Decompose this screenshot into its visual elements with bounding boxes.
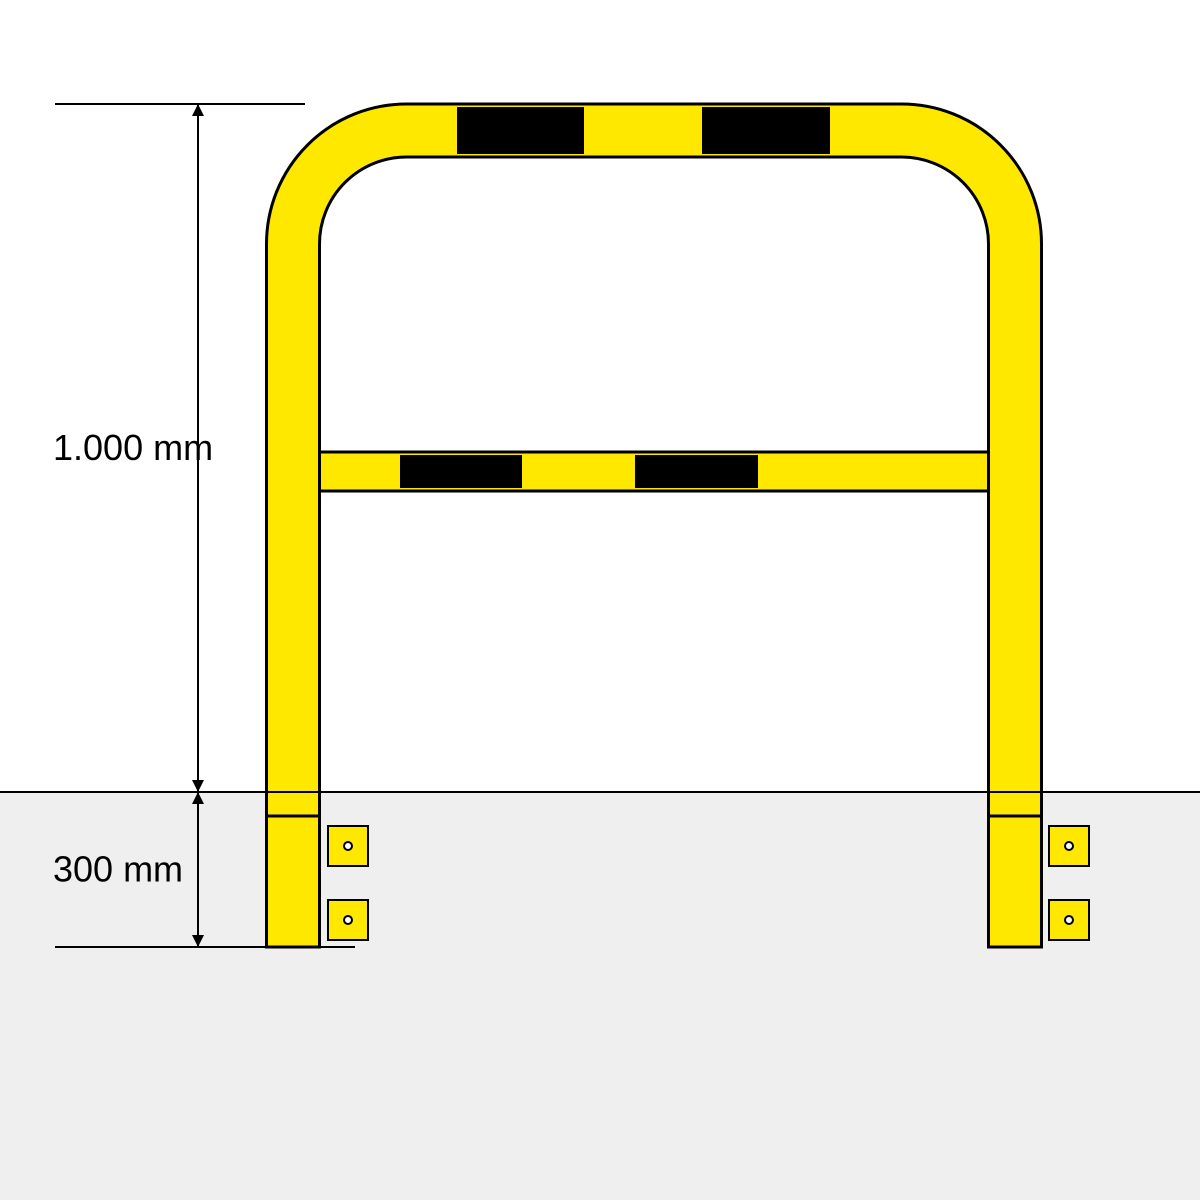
arrowhead (192, 780, 204, 792)
dim-label: 1.000 mm (53, 427, 213, 468)
bolt-hole (1065, 842, 1073, 850)
bolt-hole (344, 916, 352, 924)
bolt-hole (344, 842, 352, 850)
leg-left-front (267, 816, 320, 947)
arrowhead (192, 104, 204, 116)
stripe-top (457, 107, 584, 154)
bolt-hole (1065, 916, 1073, 924)
barrier-diagram: 1.000 mm 300 mm (0, 0, 1200, 1200)
stripe-bar (400, 455, 522, 488)
stripe-bar (635, 455, 758, 488)
leg-right-front (989, 816, 1042, 947)
dim-label: 300 mm (53, 849, 183, 890)
stripe-top (702, 107, 830, 154)
